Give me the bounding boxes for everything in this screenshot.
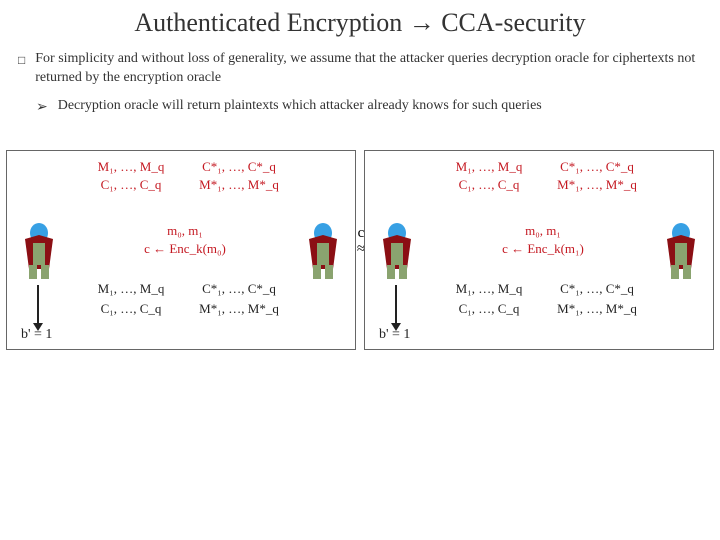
- panel-left: M₁, …, M_q C*₁, …, C*_q C₁, …, C_q M*₁, …: [6, 150, 356, 350]
- arrow-down-left: [37, 285, 39, 325]
- right-top-c: C*₁, …, C*_q: [543, 159, 651, 175]
- left-second-c: C₁, …, C_q: [77, 177, 185, 193]
- right-bot1-c: C*₁, …, C*_q: [543, 281, 651, 297]
- left-bot1-c: C*₁, …, C*_q: [185, 281, 293, 297]
- right-top-m: M₁, …, M_q: [435, 159, 543, 175]
- attacker-icon-left-b: [299, 221, 347, 281]
- right-center-enc: c ← Enc_k(m₁): [435, 241, 651, 257]
- right-second-c: C₁, …, C_q: [435, 177, 543, 193]
- left-top-c: C*₁, …, C*_q: [185, 159, 293, 175]
- panel-right: M₁, …, M_q C*₁, …, C*_q C₁, …, C_q M*₁, …: [364, 150, 714, 350]
- right-second-m: M*₁, …, M*_q: [543, 177, 651, 193]
- right-center-m: m₀, m₁: [435, 223, 651, 239]
- page-title: Authenticated Encryption → CCA-security: [0, 0, 720, 38]
- bullet-text: For simplicity and without loss of gener…: [35, 50, 702, 88]
- arrow-down-right: [395, 285, 397, 325]
- sub-marker: ➢: [36, 98, 48, 115]
- sub-text: Decryption oracle will return plaintexts…: [58, 98, 542, 114]
- left-bot1-m: M₁, …, M_q: [77, 281, 185, 297]
- right-bot2-m: M*₁, …, M*_q: [543, 301, 651, 317]
- right-bot1-m: M₁, …, M_q: [435, 281, 543, 297]
- attacker-icon-left-a: [15, 221, 63, 281]
- left-bot2-m: M*₁, …, M*_q: [185, 301, 293, 317]
- attacker-icon-right-b: [657, 221, 705, 281]
- diagram: M₁, …, M_q C*₁, …, C*_q C₁, …, C_q M*₁, …: [0, 150, 720, 370]
- result-left: b' = 1: [21, 327, 52, 343]
- left-center-enc: c ← Enc_k(m₀): [77, 241, 293, 257]
- result-right: b' = 1: [379, 327, 410, 343]
- left-top-m: M₁, …, M_q: [77, 159, 185, 175]
- bullet-sub: ➢ Decryption oracle will return plaintex…: [0, 98, 720, 115]
- bullet-marker: □: [18, 52, 25, 68]
- left-second-m: M*₁, …, M*_q: [185, 177, 293, 193]
- left-bot2-c: C₁, …, C_q: [77, 301, 185, 317]
- right-bot2-c: C₁, …, C_q: [435, 301, 543, 317]
- attacker-icon-right-a: [373, 221, 421, 281]
- bullet-main: □ For simplicity and without loss of gen…: [0, 50, 720, 88]
- left-center-m: m₀, m₁: [77, 223, 293, 239]
